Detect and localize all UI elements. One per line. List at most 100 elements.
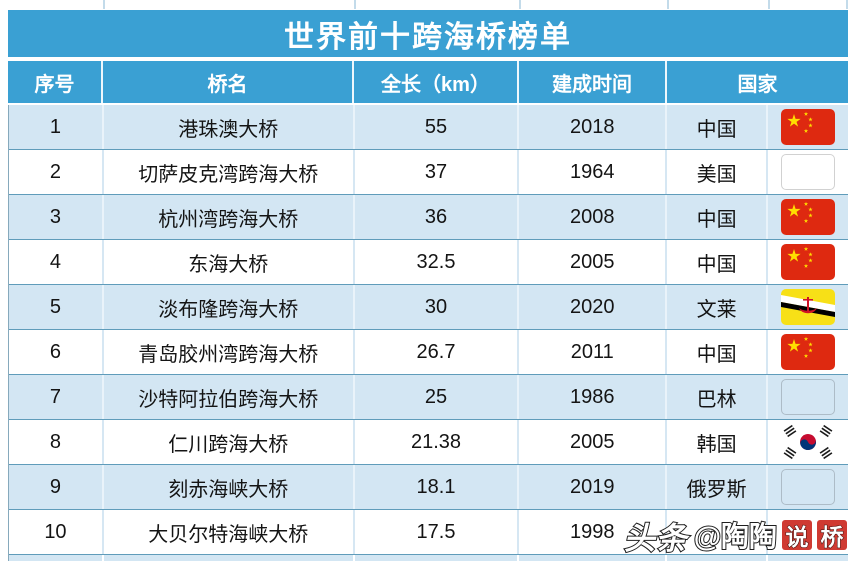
rank-cell: 6 xyxy=(9,330,104,374)
flag-cell xyxy=(768,195,848,239)
header-length: 全长（km） xyxy=(354,61,519,103)
length-cell: 30 xyxy=(355,285,520,329)
south-korea-flag-icon xyxy=(781,424,836,460)
china-flag-icon xyxy=(781,109,836,145)
bridge-cell: 东海大桥 xyxy=(104,240,355,284)
bridge-cell: 杭州湾跨海大桥 xyxy=(104,195,355,239)
bridge-cell: 切萨皮克湾跨海大桥 xyxy=(104,150,355,194)
title-header-gap xyxy=(8,57,848,61)
russia-flag-icon xyxy=(781,469,836,505)
rank-cell: 2 xyxy=(9,150,104,194)
year-cell: 2005 xyxy=(519,240,668,284)
bridge-ranking-table: 世界前十跨海桥榜单 序号 桥名 全长（km） 建成时间 国家 1 港珠澳大桥 5… xyxy=(8,0,848,561)
rank-cell: 10 xyxy=(9,510,104,554)
length-cell: 18.1 xyxy=(355,465,520,509)
length-cell: 25 xyxy=(355,375,520,419)
length-cell: 36 xyxy=(355,195,520,239)
flag-cell xyxy=(768,375,848,419)
table-row: 9 刻赤海峡大桥 18.1 2019 俄罗斯 xyxy=(9,465,848,510)
watermark-boxed-char: 桥 xyxy=(817,520,847,551)
table-row: 1 港珠澳大桥 55 2018 中国 xyxy=(9,105,848,150)
bridge-cell: 大贝尔特海峡大桥 xyxy=(104,510,355,554)
year-cell: 2008 xyxy=(519,195,668,239)
year-cell: 2019 xyxy=(519,465,668,509)
table-row: 4 东海大桥 32.5 2005 中国 xyxy=(9,240,848,285)
year-cell: 1964 xyxy=(519,150,668,194)
flag-cell xyxy=(768,285,848,329)
rank-cell: 9 xyxy=(9,465,104,509)
table-row: 2 切萨皮克湾跨海大桥 37 1964 美国 xyxy=(9,150,848,195)
length-cell: 17.5 xyxy=(355,510,520,554)
grid-tick xyxy=(667,0,669,9)
watermark-handle: @陶陶 xyxy=(693,520,778,553)
country-cell: 文莱 xyxy=(667,285,769,329)
bridge-cell: 沙特阿拉伯跨海大桥 xyxy=(104,375,355,419)
grid-tick xyxy=(354,0,356,9)
header-rank: 序号 xyxy=(8,61,103,103)
table-row: 7 沙特阿拉伯跨海大桥 25 1986 巴林 xyxy=(9,375,848,420)
grid-tick xyxy=(846,0,848,9)
cutoff-next-row xyxy=(8,555,848,561)
rank-cell: 4 xyxy=(9,240,104,284)
china-flag-icon xyxy=(781,244,836,280)
year-cell: 2018 xyxy=(519,105,668,149)
top-margin-strip xyxy=(8,0,848,10)
usa-flag-icon xyxy=(781,154,836,190)
header-year: 建成时间 xyxy=(519,61,667,103)
country-cell xyxy=(667,510,769,554)
length-cell: 21.38 xyxy=(355,420,520,464)
country-cell: 中国 xyxy=(667,195,769,239)
country-cell: 韩国 xyxy=(667,420,769,464)
table-row: 10 大贝尔特海峡大桥 17.5 1998 xyxy=(9,510,848,555)
bridge-cell: 青岛胶州湾跨海大桥 xyxy=(104,330,355,374)
grid-tick xyxy=(519,0,521,9)
country-cell: 俄罗斯 xyxy=(667,465,769,509)
length-cell: 55 xyxy=(355,105,520,149)
flag-cell xyxy=(768,420,848,464)
page-title: 世界前十跨海桥榜单 xyxy=(8,10,848,57)
year-cell: 1986 xyxy=(519,375,668,419)
table-row: 5 淡布隆跨海大桥 30 2020 文莱 xyxy=(9,285,848,330)
country-cell: 中国 xyxy=(667,240,769,284)
year-cell: 2005 xyxy=(519,420,668,464)
flag-cell xyxy=(768,150,848,194)
watermark-prefix: 头条 xyxy=(621,520,694,557)
length-cell: 37 xyxy=(355,150,520,194)
country-cell: 中国 xyxy=(667,330,769,374)
bahrain-flag-icon xyxy=(781,379,836,415)
table-row: 6 青岛胶州湾跨海大桥 26.7 2011 中国 xyxy=(9,330,848,375)
table-body: 1 港珠澳大桥 55 2018 中国 2 切萨皮克湾跨海大桥 37 1964 美… xyxy=(8,105,848,555)
toutiao-watermark: 头条 @陶陶 说 桥 xyxy=(621,516,847,557)
header-country: 国家 xyxy=(737,73,778,96)
flag-cell xyxy=(768,105,848,149)
brunei-flag-icon xyxy=(781,289,836,325)
country-cell: 巴林 xyxy=(667,375,769,419)
bridge-cell: 港珠澳大桥 xyxy=(104,105,355,149)
rank-cell: 7 xyxy=(9,375,104,419)
watermark-boxed-char: 说 xyxy=(782,520,812,551)
bridge-cell: 刻赤海峡大桥 xyxy=(104,465,355,509)
rank-cell: 1 xyxy=(9,105,104,149)
china-flag-icon xyxy=(781,199,836,235)
bridge-cell: 仁川跨海大桥 xyxy=(104,420,355,464)
grid-tick xyxy=(768,0,770,9)
table-row: 8 仁川跨海大桥 21.38 2005 韩国 xyxy=(9,420,848,465)
flag-cell xyxy=(768,240,848,284)
china-flag-icon xyxy=(781,334,836,370)
flag-cell xyxy=(768,330,848,374)
length-cell: 32.5 xyxy=(355,240,520,284)
flag-cell xyxy=(768,465,848,509)
table-header-row: 序号 桥名 全长（km） 建成时间 国家 xyxy=(8,61,848,105)
table-row: 3 杭州湾跨海大桥 36 2008 中国 xyxy=(9,195,848,240)
rank-cell: 3 xyxy=(9,195,104,239)
rank-cell: 5 xyxy=(9,285,104,329)
header-bridge: 桥名 xyxy=(103,61,354,103)
length-cell: 26.7 xyxy=(355,330,520,374)
country-cell: 中国 xyxy=(667,105,769,149)
rank-cell: 8 xyxy=(9,420,104,464)
grid-tick xyxy=(103,0,105,9)
year-cell: 1998 xyxy=(519,510,668,554)
bridge-cell: 淡布隆跨海大桥 xyxy=(104,285,355,329)
year-cell: 2020 xyxy=(519,285,668,329)
year-cell: 2011 xyxy=(519,330,668,374)
